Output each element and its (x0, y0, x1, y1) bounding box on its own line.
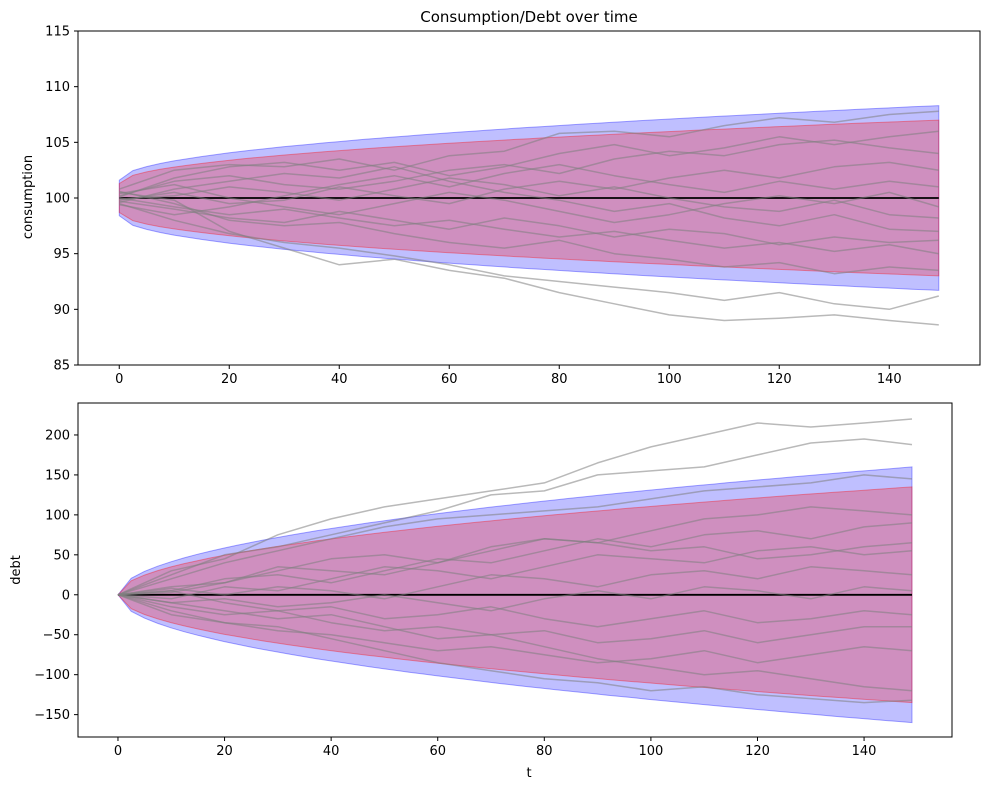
sample-path-8 (119, 183, 940, 224)
y-tick-label: 105 (45, 136, 70, 151)
sample-path-2 (117, 438, 913, 596)
y-tick-label: 200 (45, 428, 70, 443)
x-tick-label: 80 (536, 744, 553, 759)
y-tick-label: 0 (62, 588, 70, 603)
sample-path-11 (119, 177, 939, 219)
x-tick-label: 100 (638, 744, 663, 759)
x-ticks: 0 20 40 60 80 100 120 140 (114, 737, 877, 759)
x-tick-label: 140 (877, 372, 902, 387)
sample-path-2 (119, 202, 939, 311)
sample-path-13 (117, 594, 913, 692)
sample-path-7 (119, 166, 939, 233)
y-ticks: −150 −100 −50 0 50 100 150 200 (34, 428, 78, 723)
sample-path-10 (119, 190, 939, 275)
sample-path-9 (117, 590, 913, 628)
x-tick-label: 0 (114, 744, 122, 759)
y-axis-label: debt (9, 555, 24, 585)
y-tick-label: 85 (53, 359, 70, 374)
sample-path-9 (119, 163, 939, 216)
sample-path-6 (119, 197, 939, 255)
chart-title: Consumption/Debt over time (420, 8, 637, 26)
y-tick-label: 100 (45, 192, 70, 207)
y-tick-label: −150 (34, 708, 70, 723)
y-tick-label: 110 (45, 80, 70, 95)
x-tick-label: 40 (331, 372, 348, 387)
consumption-plot-area (118, 105, 940, 326)
y-tick-label: 115 (45, 25, 70, 40)
y-tick-label: −100 (34, 668, 70, 683)
y-tick-label: 90 (53, 303, 70, 318)
sample-path-3 (119, 110, 939, 190)
x-tick-label: 0 (115, 372, 123, 387)
consumption-panel: Consumption/Debt over time consumption 0… (21, 8, 981, 387)
sample-path-5 (117, 522, 913, 596)
x-tick-label: 20 (216, 744, 233, 759)
y-tick-label: 150 (45, 468, 70, 483)
sample-path-8 (117, 586, 913, 612)
debt-panel: debt t 0 20 40 60 80 100 120 140 −150 −100 −50 0 50… (9, 402, 953, 781)
y-ticks: 85 90 95 100 105 110 115 (45, 25, 78, 374)
y-axis-label: consumption (21, 155, 36, 239)
x-tick-label: 40 (323, 744, 340, 759)
x-axis-label: t (526, 766, 531, 781)
x-tick-label: 60 (441, 372, 458, 387)
debt-plot-area (117, 418, 913, 724)
sample-path-14 (117, 538, 913, 596)
x-tick-label: 120 (745, 744, 770, 759)
x-tick-label: 60 (429, 744, 446, 759)
sample-path-6 (117, 546, 913, 600)
sample-path-1 (119, 191, 939, 326)
sample-path-13 (119, 200, 939, 246)
sample-path-12 (119, 130, 939, 198)
axes-frame (77, 402, 953, 738)
x-tick-label: 20 (221, 372, 238, 387)
y-tick-label: 95 (53, 247, 70, 262)
y-tick-label: 100 (45, 508, 70, 523)
x-ticks: 0 20 40 60 80 100 120 140 (115, 365, 902, 387)
x-tick-label: 100 (657, 372, 682, 387)
y-tick-label: 50 (53, 548, 70, 563)
x-tick-label: 80 (551, 372, 568, 387)
sample-path-3 (117, 474, 913, 596)
sample-path-7 (117, 566, 913, 600)
sample-path-1 (117, 418, 913, 596)
x-tick-label: 120 (767, 372, 792, 387)
sample-path-12 (117, 594, 913, 704)
x-tick-label: 140 (852, 744, 877, 759)
y-tick-label: −50 (43, 628, 70, 643)
sample-path-10 (117, 594, 912, 644)
sample-path-11 (117, 594, 913, 664)
